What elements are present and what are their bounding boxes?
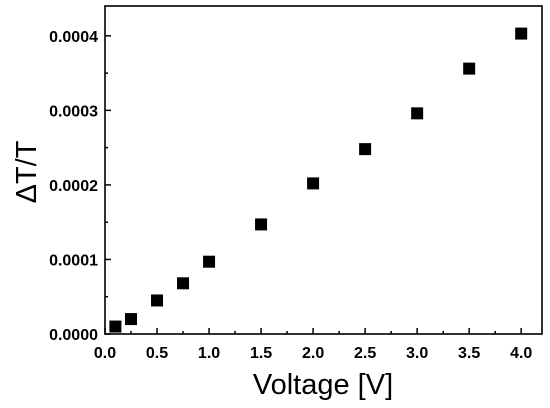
data-point (109, 320, 122, 333)
plot-frame (104, 5, 543, 335)
x-tick-label: 3.0 (406, 345, 428, 362)
x-tick-label: 2.5 (354, 345, 376, 362)
data-point (125, 313, 138, 326)
y-tick-label: 0.0001 (49, 252, 98, 269)
data-point (203, 255, 216, 268)
y-tick-label: 0.0002 (49, 178, 98, 195)
y-tick-label: 0.0004 (49, 29, 98, 46)
x-tick-label: 3.5 (458, 345, 480, 362)
data-point (255, 218, 268, 231)
y-axis-title: ΔT/T (11, 140, 43, 203)
data-points (109, 27, 528, 333)
y-tick-label: 0.0003 (49, 103, 98, 120)
data-point (515, 27, 528, 40)
y-axis-ticks: 0.0000 0.0001 0.0002 0.0003 0.0004 (49, 29, 111, 344)
x-tick-label: 0.0 (94, 345, 116, 362)
x-tick-label: 2.0 (302, 345, 324, 362)
x-tick-label: 4.0 (510, 345, 532, 362)
x-tick-label: 1.5 (250, 345, 272, 362)
x-axis-ticks: 0.0 0.5 1.0 1.5 2.0 2.5 3.0 3.5 4.0 (94, 328, 532, 362)
x-tick-label: 0.5 (146, 345, 168, 362)
data-point (463, 62, 476, 75)
data-point (411, 107, 424, 120)
y-tick-label: 0.0000 (49, 327, 98, 344)
x-tick-label: 1.0 (198, 345, 220, 362)
data-point (151, 294, 164, 307)
data-point (359, 143, 372, 156)
x-axis-title: Voltage [V] (253, 369, 393, 401)
data-point (177, 277, 190, 290)
data-point (307, 177, 320, 190)
